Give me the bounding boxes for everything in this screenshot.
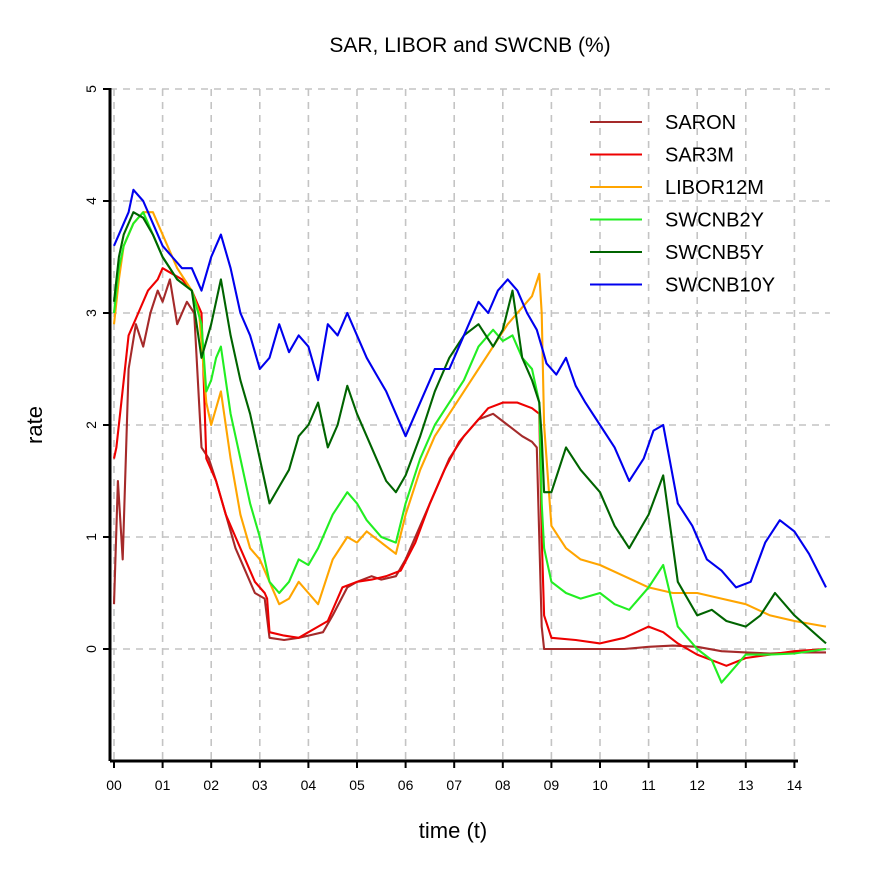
chart-title: SAR, LIBOR and SWCNB (%)	[329, 34, 610, 57]
legend-label-swcnb2y: SWCNB2Y	[665, 210, 764, 232]
legend-label-swcnb5y: SWCNB5Y	[665, 242, 764, 264]
legend-label-sar3m: SAR3M	[665, 145, 734, 167]
x-tick-label-01: 01	[155, 777, 171, 793]
y-ticks: 0 1 2 3 4 5	[83, 85, 110, 653]
x-tick-label-08: 08	[495, 777, 511, 793]
x-tick-label-03: 03	[252, 777, 268, 793]
x-tick-label-10: 10	[592, 777, 608, 793]
x-tick-label-13: 13	[738, 777, 754, 793]
y-tick-label-0: 0	[83, 645, 99, 653]
series-layer	[112, 188, 827, 684]
x-tick-label-14: 14	[787, 777, 803, 793]
x-tick-label-11: 11	[641, 777, 656, 793]
y-tick-label-1: 1	[83, 533, 99, 541]
x-axis-title: time (t)	[419, 818, 487, 843]
x-tick-label-09: 09	[544, 777, 560, 793]
y-tick-label-5: 5	[83, 85, 99, 93]
y-axis-title: rate	[22, 406, 47, 444]
series-line-swcnb10y	[113, 188, 827, 589]
y-tick-label-2: 2	[83, 421, 99, 429]
legend-label-swcnb10y: SWCNB10Y	[665, 275, 775, 297]
x-ticks: 00 01 02 03 04 05 06 07 08 09 10 11 12 13 14	[106, 761, 802, 793]
x-tick-label-04: 04	[301, 777, 317, 793]
legend: SARON SAR3M LIBOR12M SWCNB2Y SWCNB5Y SWCNB10Y	[590, 112, 775, 297]
series-line-swcnb2y	[112, 211, 827, 684]
x-tick-label-06: 06	[398, 777, 414, 793]
y-tick-label-4: 4	[83, 197, 99, 205]
x-tick-label-05: 05	[349, 777, 365, 793]
x-tick-label-02: 02	[203, 777, 219, 793]
legend-label-libor12m: LIBOR12M	[665, 177, 764, 199]
x-tick-label-00: 00	[106, 777, 122, 793]
y-tick-label-3: 3	[83, 309, 99, 317]
x-tick-label-07: 07	[446, 777, 462, 793]
legend-label-saron: SARON	[665, 112, 736, 134]
series-line-sar3m	[112, 267, 827, 667]
x-tick-label-12: 12	[689, 777, 705, 793]
series-line-swcnb5y	[112, 211, 827, 645]
